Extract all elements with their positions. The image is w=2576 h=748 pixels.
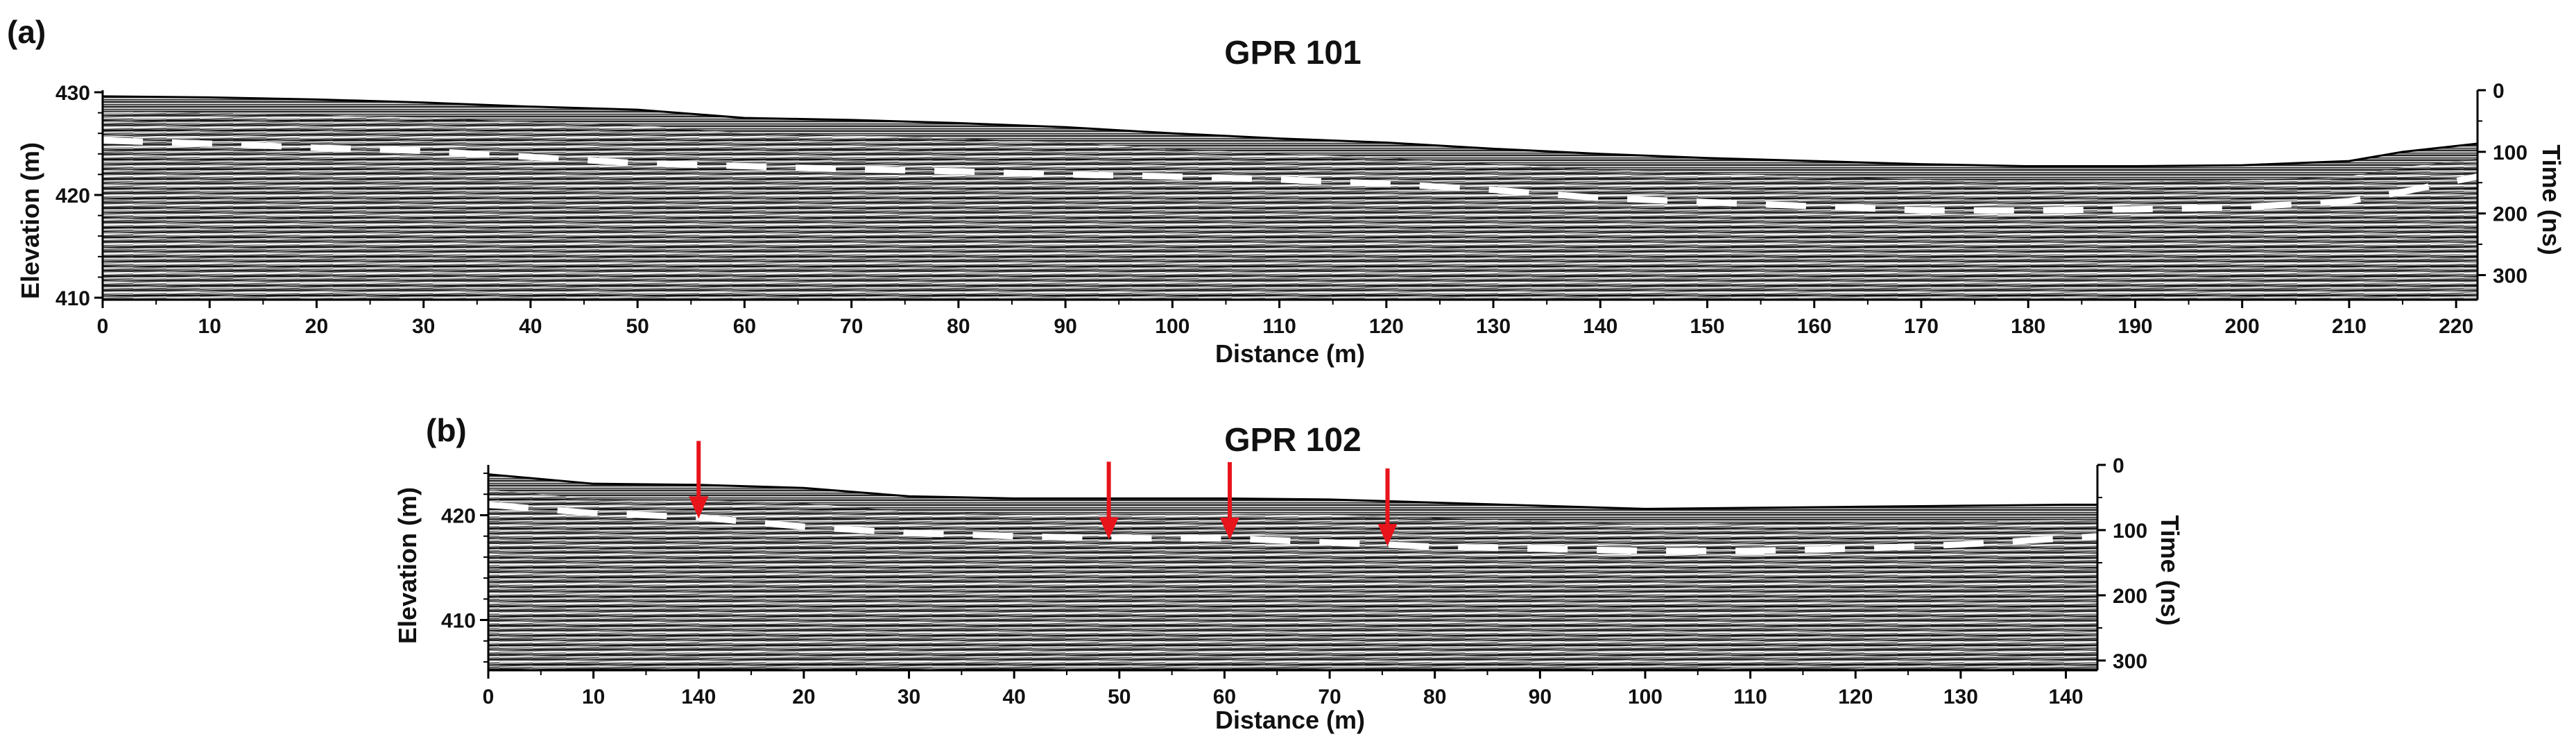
panel-b-arrows bbox=[689, 441, 1398, 547]
p0-y2-tick-label: 100 bbox=[2493, 142, 2527, 164]
p1-x-tick-label: 110 bbox=[1733, 686, 1767, 708]
panel-a: (a) GPR 101 0 10 20 30 40 50 60 70 80 90 100 110 120… bbox=[7, 14, 2566, 368]
p1-interface-dash bbox=[488, 501, 2098, 554]
p0-x-tick-label: 50 bbox=[626, 315, 649, 338]
p0-x-tick-label: 60 bbox=[733, 315, 756, 338]
p0-x-tick-label: 170 bbox=[1904, 315, 1939, 338]
panel-b-y-label: Elevation (m) bbox=[393, 487, 422, 644]
panel-a-y2-label: Time (ns) bbox=[2537, 144, 2566, 255]
p1-x-tick-label: 0 bbox=[483, 686, 495, 708]
p0-x-tick-label: 160 bbox=[1797, 315, 1832, 338]
p0-radargram-texture bbox=[103, 96, 2478, 300]
panel-a-title: GPR 101 bbox=[1224, 35, 1361, 71]
p0-x-tick-label: 40 bbox=[519, 315, 542, 338]
p0-x-tick-label: 30 bbox=[412, 315, 435, 338]
panel-a-radargram bbox=[102, 95, 2478, 300]
p0-y2-tick-label: 200 bbox=[2493, 203, 2527, 226]
p1-surface-line bbox=[488, 473, 2097, 510]
panel-b-title: GPR 102 bbox=[1224, 422, 1361, 459]
p1-x-tick-label: 140 bbox=[2048, 686, 2083, 708]
p1-x-tick-label: 20 bbox=[792, 686, 815, 708]
panel-b-interface-line bbox=[488, 501, 2098, 554]
p0-x-tick-label: 100 bbox=[1155, 315, 1190, 338]
panel-b: (b) GPR 102 0 10 140 20 30 40 50 60 70 80 90 100 110… bbox=[393, 412, 2184, 734]
p1-y2-tick-label: 200 bbox=[2113, 585, 2147, 608]
p1-y2-tick-label: 0 bbox=[2113, 454, 2124, 477]
p0-x-tick-label: 190 bbox=[2118, 315, 2152, 338]
p1-x-tick-label: 80 bbox=[1423, 686, 1446, 708]
p1-y-tick-label: 410 bbox=[441, 610, 476, 633]
panel-b-y2-label: Time (ns) bbox=[2156, 515, 2184, 625]
panel-b-radargram bbox=[488, 473, 2097, 670]
p0-y-tick-label: 430 bbox=[55, 82, 90, 105]
p0-x-tick-label: 120 bbox=[1369, 315, 1404, 338]
p0-x-tick-label: 220 bbox=[2439, 315, 2473, 338]
p0-x-tick-label: 180 bbox=[2011, 315, 2045, 338]
p1-x-tick-label: 140 bbox=[681, 686, 716, 708]
p1-x-tick-label: 130 bbox=[1943, 686, 1978, 708]
p1-x-tick-label: 100 bbox=[1628, 686, 1663, 708]
red-arrow-head bbox=[1099, 517, 1119, 540]
panel-a-x-label: Distance (m) bbox=[1215, 339, 1365, 368]
p0-x-tick-label: 10 bbox=[198, 315, 221, 338]
p0-x-tick-label: 130 bbox=[1476, 315, 1511, 338]
p1-x-tick-label: 40 bbox=[1002, 686, 1025, 708]
p1-x-tick-label: 90 bbox=[1529, 686, 1552, 708]
p0-x-tick-label: 200 bbox=[2225, 315, 2260, 338]
p0-y2-tick-label: 0 bbox=[2493, 80, 2505, 103]
red-arrow-head bbox=[1220, 518, 1240, 541]
p0-x-tick-label: 210 bbox=[2332, 315, 2367, 338]
panel-a-y-label: Elevation (m) bbox=[16, 142, 44, 299]
p1-x-tick-label: 50 bbox=[1108, 686, 1131, 708]
p0-y2-tick-label: 300 bbox=[2493, 264, 2527, 287]
panel-b-label: (b) bbox=[426, 412, 467, 448]
p1-x-tick-label: 120 bbox=[1838, 686, 1873, 708]
p1-y-tick-label: 420 bbox=[441, 504, 476, 527]
p1-x-tick-label: 30 bbox=[898, 686, 920, 708]
p0-y-tick-label: 410 bbox=[55, 287, 90, 310]
p0-x-tick-label: 110 bbox=[1262, 315, 1296, 338]
p1-x-tick-label: 70 bbox=[1318, 686, 1341, 708]
p0-x-tick-label: 70 bbox=[840, 315, 863, 338]
p1-y2-tick-label: 100 bbox=[2113, 520, 2147, 543]
p0-surface-line bbox=[102, 95, 2478, 168]
p0-x-tick-label: 20 bbox=[305, 315, 328, 338]
panel-a-axes: 0 10 20 30 40 50 60 70 80 90 100 110 120 130 140 150 160… bbox=[55, 80, 2527, 338]
panel-b-axes: 0 10 140 20 30 40 50 60 70 80 90 100 110 120 130 140 410… bbox=[441, 454, 2147, 708]
red-arrow-head bbox=[689, 496, 709, 519]
p0-x-tick-label: 0 bbox=[97, 315, 109, 338]
panel-a-label: (a) bbox=[7, 14, 46, 50]
red-arrow-head bbox=[1377, 524, 1398, 547]
panel-b-x-label: Distance (m) bbox=[1215, 706, 1365, 734]
p0-y-tick-label: 420 bbox=[55, 185, 90, 207]
p0-x-tick-label: 80 bbox=[947, 315, 970, 338]
p0-x-tick-label: 140 bbox=[1583, 315, 1617, 338]
p1-x-tick-label: 60 bbox=[1213, 686, 1236, 708]
p1-y2-tick-label: 300 bbox=[2113, 650, 2147, 673]
p0-x-tick-label: 150 bbox=[1690, 315, 1724, 338]
p1-x-tick-label: 10 bbox=[582, 686, 605, 708]
p0-x-tick-label: 90 bbox=[1054, 315, 1076, 338]
